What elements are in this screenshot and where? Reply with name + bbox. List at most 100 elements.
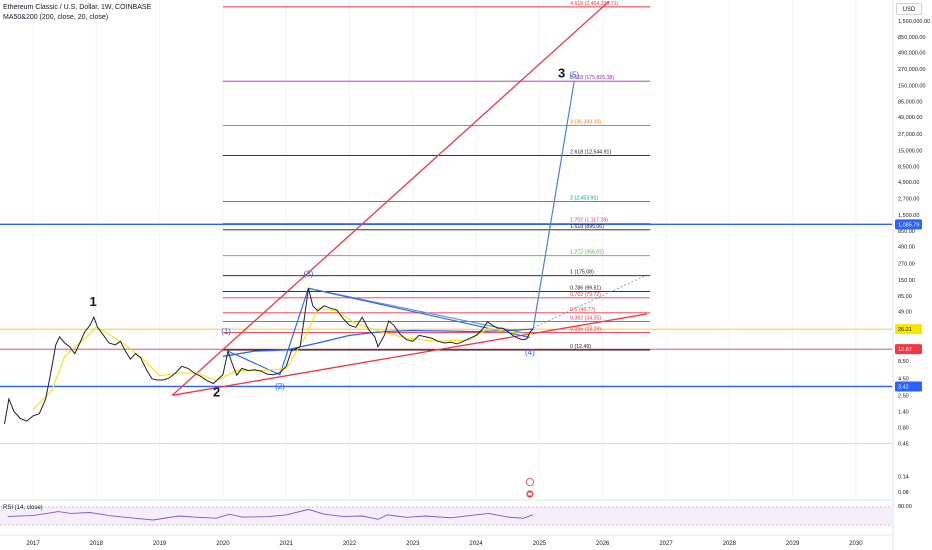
fib-level-label: 4.618 (2,464,339.71) bbox=[570, 1, 618, 7]
price-line bbox=[4, 288, 534, 425]
wave-label: 1 bbox=[90, 294, 97, 309]
rsi-band bbox=[0, 507, 892, 525]
wave-labels: 1 2 3 (1) (2) (3) (4) (5) bbox=[90, 66, 580, 400]
price-axis-label: 49,000.00 bbox=[898, 115, 922, 121]
ma-200-line bbox=[222, 328, 534, 357]
time-axis-label: 2017 bbox=[26, 541, 40, 547]
time-axis-label: 2025 bbox=[533, 541, 547, 547]
fib-level-label: 0.5 (46.77) bbox=[570, 307, 595, 313]
time-axis-label: 2019 bbox=[153, 541, 167, 547]
price-axis-label: 27,000.00 bbox=[898, 132, 922, 138]
time-axis-label: 2020 bbox=[216, 541, 230, 547]
time-axis-label: 2029 bbox=[786, 541, 800, 547]
time-axis-label: 2024 bbox=[469, 541, 483, 547]
price-axis-label: 85.00 bbox=[898, 294, 912, 300]
fib-level-label: 2 (2,453.91) bbox=[570, 195, 598, 201]
economic-event-icon bbox=[525, 477, 534, 486]
price-axis-label: 490.00 bbox=[898, 245, 915, 251]
price-axis-label: 15,000.00 bbox=[898, 148, 922, 154]
upper-trendline bbox=[171, 0, 610, 396]
indicator-legend[interactable]: MA50&200 (200, close, 20, close) bbox=[3, 14, 109, 21]
price-badge bbox=[895, 344, 922, 355]
price-axis-label: 49.00 bbox=[898, 310, 912, 316]
time-axis-label: 2023 bbox=[406, 541, 420, 547]
wave-label: (4) bbox=[525, 348, 535, 357]
time-axis-label: 2026 bbox=[596, 541, 610, 547]
fib-level-label: 1.702 (1,117.29) bbox=[570, 218, 608, 224]
fib-level-label: 1.272 (356.02) bbox=[570, 250, 604, 256]
chart-background bbox=[0, 0, 894, 550]
fib-level-label: 3 (36,393.39) bbox=[570, 120, 601, 126]
fib-level-label: 0 (12.49) bbox=[570, 344, 591, 350]
time-axis-label: 2028 bbox=[723, 541, 737, 547]
symbol-title[interactable]: Ethereum Classic / U.S. Dollar, 1W, COIN… bbox=[3, 4, 152, 11]
axes: 1,500,000.00 850,000.00 490,000.00 270,000.… bbox=[26, 19, 930, 547]
elliott-wave-path bbox=[227, 287, 531, 376]
wave-5-projection bbox=[532, 81, 575, 330]
rsi-legend[interactable]: RSI (14, close) bbox=[3, 505, 43, 511]
time-axis-label: 2030 bbox=[849, 541, 863, 547]
fib-level-label: 0.702 (79.72) bbox=[570, 292, 601, 298]
price-axis-label: 2.50 bbox=[898, 393, 909, 399]
price-axis-label: 0.80 bbox=[898, 425, 909, 431]
price-axis-label: 1.40 bbox=[898, 410, 909, 416]
price-axis-label: 270,000.00 bbox=[898, 67, 926, 73]
price-axis-label: 270.00 bbox=[898, 262, 915, 268]
price-axis-label: 4,900.00 bbox=[898, 180, 919, 186]
price-badge-label: 12.87 bbox=[898, 347, 912, 353]
price-axis-label: 8,500.00 bbox=[898, 164, 919, 170]
wave-label: (5) bbox=[569, 71, 579, 80]
time-axis-label: 2022 bbox=[343, 541, 357, 547]
dotted-extension bbox=[529, 274, 648, 330]
price-badge bbox=[895, 324, 922, 335]
price-axis-label: 850.00 bbox=[898, 229, 915, 235]
price-badge-label: 1,085.79 bbox=[898, 222, 919, 228]
fib-level-label: 3.618 (175,826.38) bbox=[570, 75, 614, 81]
price-axis-label: 0.45 bbox=[898, 442, 909, 448]
wave-label: (2) bbox=[275, 382, 285, 391]
earnings-event-icon-glyph bbox=[527, 492, 533, 496]
price-axis-label: 8.50 bbox=[898, 359, 909, 365]
price-axis-label: 150,000.00 bbox=[898, 84, 926, 90]
fib-level-label: 1 (175.08) bbox=[570, 270, 594, 276]
price-axis-label: 4.50 bbox=[898, 377, 909, 383]
rsi-line bbox=[7, 508, 534, 521]
wave-label: 2 bbox=[213, 384, 220, 399]
price-axis-label: 490,000.00 bbox=[898, 50, 926, 56]
rsi-pane: 80.00 bbox=[0, 504, 912, 526]
price-axis-label: 850,000.00 bbox=[898, 35, 926, 41]
wave-label: (1) bbox=[221, 327, 231, 336]
fib-level-label: 2.618 (12,544.91) bbox=[570, 149, 611, 155]
wave-label: (3) bbox=[303, 270, 313, 279]
fib-level-label: 1.618 (895.06) bbox=[570, 224, 604, 230]
price-badge-label: 26.21 bbox=[898, 327, 912, 333]
price-axis-label: 0.14 bbox=[898, 474, 909, 480]
lower-trendline bbox=[172, 313, 648, 396]
price-axis-label: 150.00 bbox=[898, 278, 915, 284]
trendlines bbox=[171, 0, 648, 396]
price-axis-label: 0.08 bbox=[898, 490, 909, 496]
wave-label: 3 bbox=[558, 66, 565, 81]
fib-level-label: 0.236 (23.29) bbox=[570, 326, 601, 332]
resistance-trendline bbox=[308, 287, 531, 335]
price-axis-label: 1,500.00 bbox=[898, 213, 919, 219]
ma-20-line bbox=[32, 307, 534, 410]
fib-level-label: 0.382 (34.25) bbox=[570, 316, 601, 322]
price-badge bbox=[895, 381, 922, 392]
time-axis-label: 2027 bbox=[659, 541, 673, 547]
time-axis-label: 2021 bbox=[280, 541, 294, 547]
time-axis-label: 2018 bbox=[90, 541, 104, 547]
currency-button[interactable]: USD bbox=[896, 3, 922, 15]
price-badge-label: 3.42 bbox=[898, 384, 909, 390]
fib-level-label: 0.786 (99.51) bbox=[570, 286, 601, 292]
price-badge bbox=[895, 219, 922, 230]
price-axis-label: 2,700.00 bbox=[898, 197, 919, 203]
horizontal-lines bbox=[0, 223, 892, 444]
price-axis-label: 85,000.00 bbox=[898, 100, 922, 106]
price-badges: 1,085.79 26.21 12.87 3.42 bbox=[895, 219, 922, 392]
price-series bbox=[4, 288, 534, 425]
price-axis-label: 1,500,000.00 bbox=[898, 19, 930, 25]
rsi-scale-label: 80.00 bbox=[898, 504, 912, 510]
fibonacci-levels: 4.618 (2,464,339.71) 3.618 (175,826.38) 3 … bbox=[222, 1, 651, 351]
